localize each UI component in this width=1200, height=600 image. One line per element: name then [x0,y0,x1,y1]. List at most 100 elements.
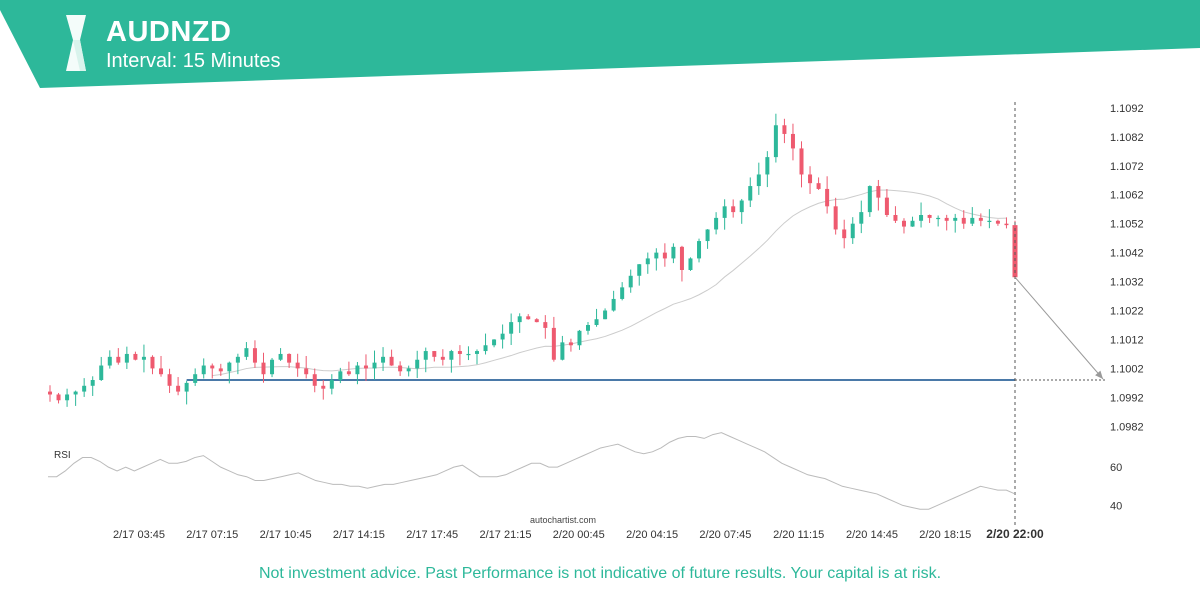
candle-body [176,385,181,392]
candle-body [671,246,676,259]
candle-body [500,333,505,340]
candle-body [534,319,539,323]
candlestick-series [48,113,1018,407]
candle-body [321,385,326,389]
price-tick-label: 1.0992 [1110,392,1144,404]
candle-body [466,353,471,356]
candle-body [739,200,744,213]
candle-body [210,365,215,369]
interval-label: Interval: 15 Minutes [106,50,281,72]
price-tick-label: 1.1042 [1110,248,1144,260]
time-tick-label: 2/17 10:45 [260,529,312,541]
candle-body [586,325,591,331]
candle-body [509,322,514,334]
candle-body [398,365,403,372]
forecast-arrowhead [1095,370,1103,379]
time-tick-label: 2/17 21:15 [480,529,532,541]
candle-body [867,186,872,213]
time-tick-label: 2/20 00:45 [553,529,605,541]
candle-body [603,310,608,320]
candle-body [457,351,462,354]
candle-body [697,241,702,259]
candle-body [970,217,975,224]
candle-body [107,356,112,366]
candle-body [799,148,804,175]
candle-body [833,206,838,230]
candle-body [492,339,497,346]
candle-body [808,174,813,184]
time-tick-label: 2/17 07:15 [186,529,238,541]
candle-body [312,374,317,386]
time-tick-label: 2/20 07:45 [699,529,751,541]
candle-body [150,356,155,369]
candle-body [577,330,582,346]
time-tick-label: 2/20 14:45 [846,529,898,541]
moving-average-line [212,189,1007,377]
header-banner: AUDNZD Interval: 15 Minutes [0,0,1200,90]
symbol-title: AUDNZD [106,16,232,48]
candle-body [440,356,445,360]
candle-body [244,348,249,357]
candle-body [884,197,889,215]
rsi-tick-label: 40 [1110,500,1122,512]
price-tick-label: 1.1082 [1110,132,1144,144]
candle-body [423,351,428,360]
candle-body [662,252,667,259]
candle-body [48,391,52,395]
candle-body [876,186,881,198]
last-candle-body [1012,225,1018,278]
candle-body [611,298,616,311]
candle-body [252,348,257,363]
candle-body [261,362,266,375]
candle-body [594,319,599,325]
candle-body [295,362,300,369]
candle-body [714,217,719,230]
time-tick-label: 2/20 11:15 [773,529,824,541]
candle-body [936,217,941,220]
time-tick-label: 2/17 17:45 [406,529,458,541]
candle-body [731,206,736,213]
price-tick-label: 1.0982 [1110,421,1144,433]
candle-body [82,385,87,392]
candle-body [90,380,95,386]
time-tick-label: 2/17 14:15 [333,529,385,541]
candle-body [372,362,377,369]
candle-body [124,353,129,363]
candle-body [551,327,556,360]
candle-body [901,220,906,227]
candle-body [141,356,146,360]
header-background [0,0,1200,88]
rsi-line [48,432,1016,510]
candle-body [159,368,164,375]
candle-body [304,368,309,375]
candle-body [765,157,770,175]
candle-body [782,125,787,134]
candle-body [517,316,522,323]
candle-body [961,217,966,224]
candle-body [790,133,795,149]
candle-body [329,380,334,389]
time-axis: 2/17 03:45 2/17 07:15 2/17 10:45 2/17 14:15… [113,529,971,541]
candle-body [620,287,625,299]
candle-body [65,394,70,401]
candle-body [637,264,642,276]
candle-body [389,356,394,366]
time-tick-label: 2/20 04:15 [626,529,678,541]
candle-body [560,342,565,360]
candle-body [287,353,292,363]
candle-body [227,362,232,372]
watermark: autochartist.com [530,515,596,525]
candle-body [526,316,531,320]
time-tick-label: 2/20 18:15 [919,529,971,541]
candle-body [850,223,855,239]
rsi-tick-label: 60 [1110,462,1122,474]
candle-body [679,246,684,270]
candle-body [193,374,198,383]
price-tick-label: 1.1052 [1110,219,1144,231]
candle-body [363,365,368,369]
candle-body [355,365,360,375]
candle-body [99,365,104,380]
candle-body [859,212,864,224]
price-tick-label: 1.1002 [1110,363,1144,375]
rsi-label: RSI [54,450,71,461]
